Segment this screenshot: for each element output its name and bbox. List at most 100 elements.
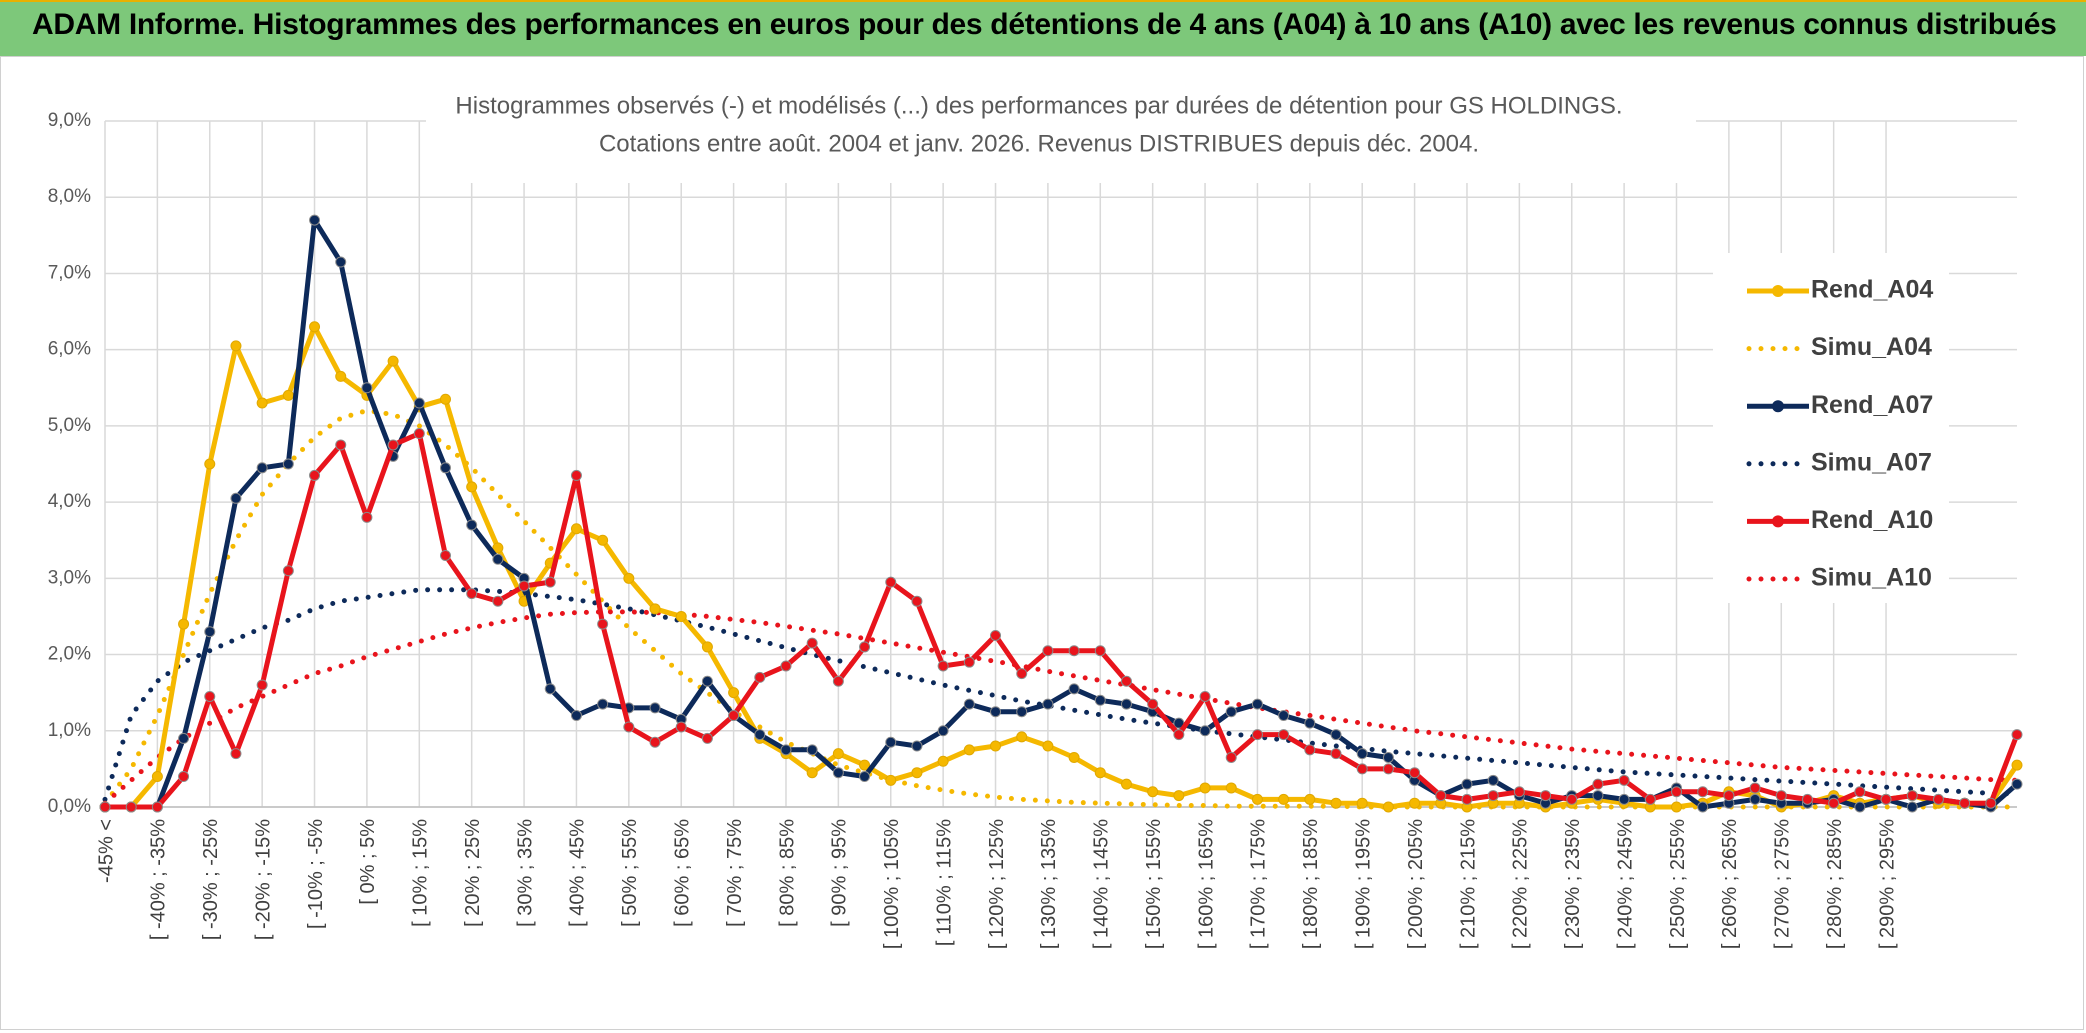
legend-marker-rend-a04	[1772, 285, 1784, 297]
data-point-rend-a10	[387, 439, 399, 451]
y-tick-label: 4,0%	[48, 491, 91, 512]
data-point-rend-a10	[1382, 763, 1394, 775]
data-point-rend-a07	[309, 214, 321, 226]
x-tick-label: [ 110% ; 115%	[933, 819, 955, 946]
data-point-rend-a10	[178, 771, 190, 783]
data-point-rend-a10	[1251, 729, 1263, 741]
data-point-rend-a04	[439, 393, 451, 405]
x-tick-label: [ 220% ; 225%	[1510, 819, 1532, 949]
legend-label-rend-a10: Rend_A10	[1811, 506, 1933, 534]
data-point-rend-a04	[1147, 786, 1159, 798]
x-tick-label: [ 40% ; 45%	[567, 819, 589, 927]
data-point-rend-a10	[1775, 790, 1787, 802]
data-point-rend-a07	[1304, 717, 1316, 729]
data-point-rend-a10	[1959, 797, 1971, 809]
data-point-rend-a07	[1487, 774, 1499, 786]
data-point-rend-a04	[256, 397, 268, 409]
data-point-rend-a10	[230, 748, 242, 760]
data-point-rend-a07	[649, 702, 661, 714]
chart-title-block: Histogrammes observés (-) et modélisés (…	[426, 85, 1696, 183]
data-point-rend-a07	[1278, 710, 1290, 722]
data-point-rend-a07	[1199, 725, 1211, 737]
data-point-rend-a10	[1173, 729, 1185, 741]
data-point-rend-a10	[1618, 774, 1630, 786]
data-point-rend-a10	[754, 671, 766, 683]
data-point-rend-a10	[1906, 790, 1918, 802]
x-tick-label: [ 100% ; 105%	[881, 819, 903, 949]
data-point-rend-a10	[1461, 793, 1473, 805]
data-point-rend-a04	[1016, 731, 1028, 743]
x-tick-label: [ 70% ; 75%	[724, 819, 746, 927]
data-point-rend-a10	[1409, 767, 1421, 779]
y-tick-label: 1,0%	[48, 720, 91, 741]
x-tick-label: [ 80% ; 85%	[776, 819, 798, 927]
data-point-rend-a07	[335, 256, 347, 268]
data-point-rend-a10	[1828, 797, 1840, 809]
data-point-rend-a04	[649, 603, 661, 615]
x-tick-label: [ -10% ; -5%	[305, 819, 327, 929]
data-point-rend-a07	[1592, 790, 1604, 802]
data-point-rend-a07	[230, 492, 242, 504]
legend-label-simu-a07: Simu_A07	[1811, 448, 1932, 476]
data-point-rend-a07	[1068, 683, 1080, 695]
data-point-rend-a10	[2011, 729, 2023, 741]
legend-label-rend-a04: Rend_A04	[1811, 276, 1933, 304]
data-point-rend-a04	[990, 740, 1002, 752]
data-point-rend-a07	[492, 553, 504, 565]
data-point-rend-a10	[335, 439, 347, 451]
legend-label-rend-a07: Rend_A07	[1811, 391, 1933, 419]
data-point-rend-a10	[413, 428, 425, 440]
data-point-rend-a07	[1906, 801, 1918, 813]
data-point-rend-a07	[937, 725, 949, 737]
data-point-rend-a10	[466, 588, 478, 600]
data-point-rend-a04	[937, 755, 949, 767]
data-point-rend-a10	[1094, 645, 1106, 657]
data-point-rend-a10	[937, 660, 949, 672]
data-point-rend-a04	[570, 523, 582, 535]
x-tick-label: [ 30% ; 35%	[514, 819, 536, 927]
y-tick-label: 8,0%	[48, 186, 91, 207]
x-tick-label: [ 270% ; 275%	[1772, 819, 1794, 949]
data-point-rend-a04	[1409, 797, 1421, 809]
data-point-rend-a10	[1671, 786, 1683, 798]
data-point-rend-a07	[911, 740, 923, 752]
data-point-rend-a10	[597, 618, 609, 630]
data-point-rend-a10	[1644, 793, 1656, 805]
legend-label-simu-a10: Simu_A10	[1811, 564, 1932, 592]
data-point-rend-a10	[1304, 744, 1316, 756]
data-point-rend-a07	[282, 458, 294, 470]
x-tick-label: [ 180% ; 185%	[1300, 819, 1322, 949]
data-point-rend-a07	[701, 675, 713, 687]
data-point-rend-a04	[1251, 793, 1263, 805]
legend-label-simu-a04: Simu_A04	[1811, 333, 1932, 361]
chart-legend: Rend_A04 Simu_A04 Rend_A07 Simu_A07 Rend_A10…	[1713, 253, 1949, 603]
data-point-rend-a10	[1513, 786, 1525, 798]
data-point-rend-a04	[675, 610, 687, 622]
data-point-rend-a04	[335, 370, 347, 382]
data-point-rend-a10	[649, 736, 661, 748]
data-point-rend-a10	[1225, 751, 1237, 763]
x-tick-label: [ 210% ; 215%	[1457, 819, 1479, 949]
data-point-rend-a10	[1566, 793, 1578, 805]
y-tick-label: 9,0%	[48, 110, 91, 131]
data-point-rend-a07	[570, 710, 582, 722]
x-tick-label: [ 170% ; 175%	[1248, 819, 1270, 949]
title-background	[426, 85, 1696, 183]
data-point-rend-a07	[597, 698, 609, 710]
x-tick-label: [ 90% ; 95%	[829, 819, 851, 927]
data-point-rend-a10	[780, 660, 792, 672]
x-tick-label: [ 260% ; 265%	[1719, 819, 1741, 949]
data-point-rend-a04	[1278, 793, 1290, 805]
data-point-rend-a04	[178, 618, 190, 630]
data-point-rend-a10	[911, 595, 923, 607]
data-point-rend-a04	[728, 687, 740, 699]
data-point-rend-a10	[1540, 790, 1552, 802]
data-point-rend-a10	[1592, 778, 1604, 790]
series-line-simu-a07	[102, 587, 2020, 802]
report-banner: ADAM Informe. Histogrammes des performan…	[0, 0, 2086, 56]
data-point-rend-a10	[99, 801, 111, 813]
data-point-rend-a10	[492, 595, 504, 607]
data-point-rend-a07	[439, 462, 451, 474]
data-point-rend-a10	[439, 549, 451, 561]
data-point-rend-a10	[963, 656, 975, 668]
